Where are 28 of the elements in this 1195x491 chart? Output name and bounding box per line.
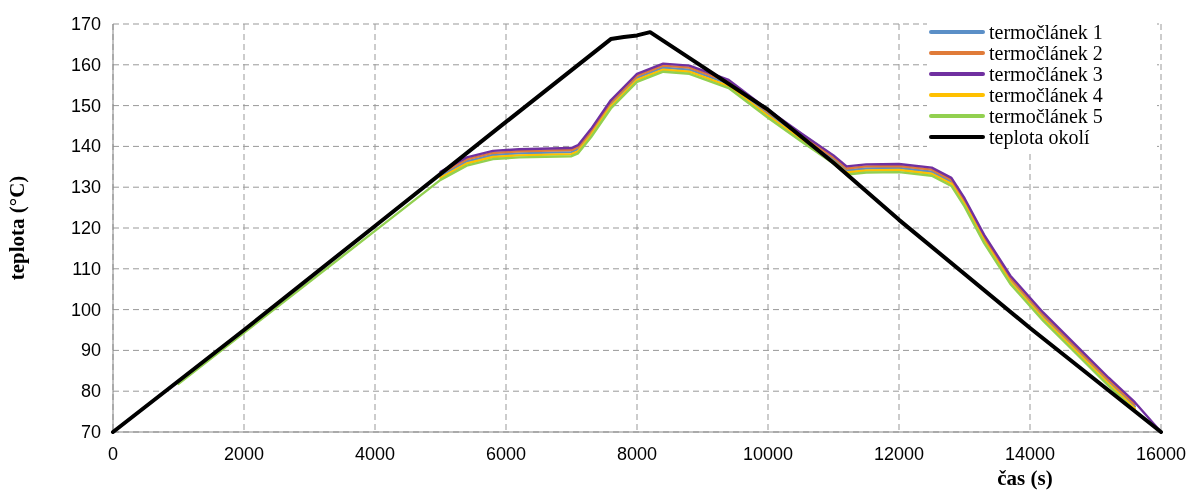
y-tick-label: 90	[80, 340, 101, 361]
y-tick-label: 100	[70, 299, 101, 320]
y-tick-label: 170	[70, 14, 101, 34]
x-tick-label: 14000	[1004, 444, 1056, 464]
legend-label: termočlánek 5	[989, 105, 1103, 127]
y-axis-title: teplota (°C)	[5, 175, 29, 281]
legend-label: termočlánek 1	[989, 21, 1103, 43]
x-tick-label: 4000	[354, 444, 396, 464]
x-tick-label: 0	[107, 444, 119, 464]
y-tick-label: 130	[70, 177, 101, 198]
legend-label: teplota okolí	[989, 126, 1090, 149]
legend-label: termočlánek 2	[989, 42, 1103, 64]
x-tick-label: 6000	[485, 444, 527, 464]
x-axis-title: čas (s)	[997, 466, 1053, 490]
x-tick-label: 16000	[1135, 444, 1187, 464]
y-tick-label: 110	[72, 258, 101, 279]
x-tick-label: 8000	[616, 444, 658, 464]
y-tick-label: 70	[80, 422, 101, 442]
y-tick-label: 150	[70, 95, 101, 116]
y-tick-label: 80	[80, 381, 101, 402]
legend-label: termočlánek 3	[989, 63, 1103, 85]
y-tick-label: 160	[70, 54, 101, 75]
legend-label: termočlánek 4	[989, 84, 1103, 106]
y-tick-label: 140	[70, 136, 101, 157]
x-tick-label: 10000	[742, 444, 794, 464]
x-tick-label: 2000	[223, 444, 265, 464]
y-tick-label: 120	[70, 218, 101, 238]
x-tick-label: 12000	[873, 444, 925, 464]
